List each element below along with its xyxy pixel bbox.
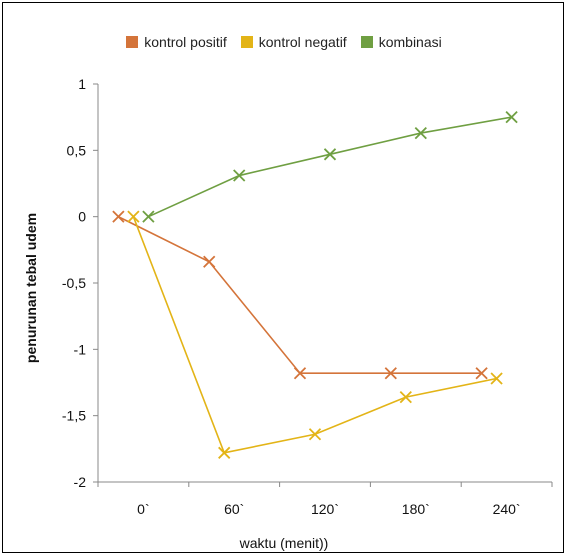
legend: kontrol positif kontrol negatif kombinas… (0, 34, 568, 50)
data-point (399, 390, 412, 404)
y-tick-label: -1,5 (62, 408, 86, 424)
data-point (505, 111, 518, 124)
y-tick-label: 0 (78, 209, 86, 225)
y-tick-label: -0,5 (62, 275, 86, 291)
y-tick-label: -1 (74, 341, 87, 357)
legend-item-kombinasi: kombinasi (360, 34, 442, 50)
y-tick-label: -2 (74, 474, 87, 490)
legend-swatch-kombinasi (360, 36, 373, 48)
data-point (475, 367, 488, 380)
data-point (384, 367, 397, 380)
y-tick-label: 0,5 (67, 142, 87, 158)
legend-item-kontrol-positif: kontrol positif (126, 34, 227, 50)
legend-swatch-kontrol-negatif (240, 36, 253, 48)
x-tick-label: 240` (493, 501, 521, 517)
x-axis-label: waktu (menit)) (239, 535, 329, 551)
x-tick-label: 180` (402, 501, 430, 517)
data-point (308, 428, 322, 441)
chart-frame (2, 2, 564, 553)
series-line (132, 216, 497, 454)
x-tick-label: 0` (137, 501, 149, 517)
data-point (112, 210, 125, 223)
data-point (323, 148, 337, 161)
series-line (148, 116, 512, 218)
data-point (490, 372, 503, 385)
data-point (127, 210, 140, 223)
series-line (118, 215, 482, 375)
legend-item-kontrol-negatif: kontrol negatif (240, 34, 347, 50)
legend-label-kombinasi: kombinasi (378, 34, 442, 50)
data-point (414, 126, 427, 140)
data-point (142, 210, 155, 223)
data-point (203, 255, 216, 268)
legend-swatch-kontrol-positif (126, 36, 139, 48)
legend-label-kontrol-negatif: kontrol negatif (258, 34, 347, 50)
data-point (293, 367, 307, 380)
data-point (218, 446, 231, 459)
data-point (233, 169, 246, 182)
x-tick-label: 60` (224, 501, 244, 517)
x-tick-label: 120` (311, 501, 339, 517)
legend-label-kontrol-positif: kontrol positif (144, 34, 227, 50)
y-tick-label: 1 (78, 76, 86, 92)
